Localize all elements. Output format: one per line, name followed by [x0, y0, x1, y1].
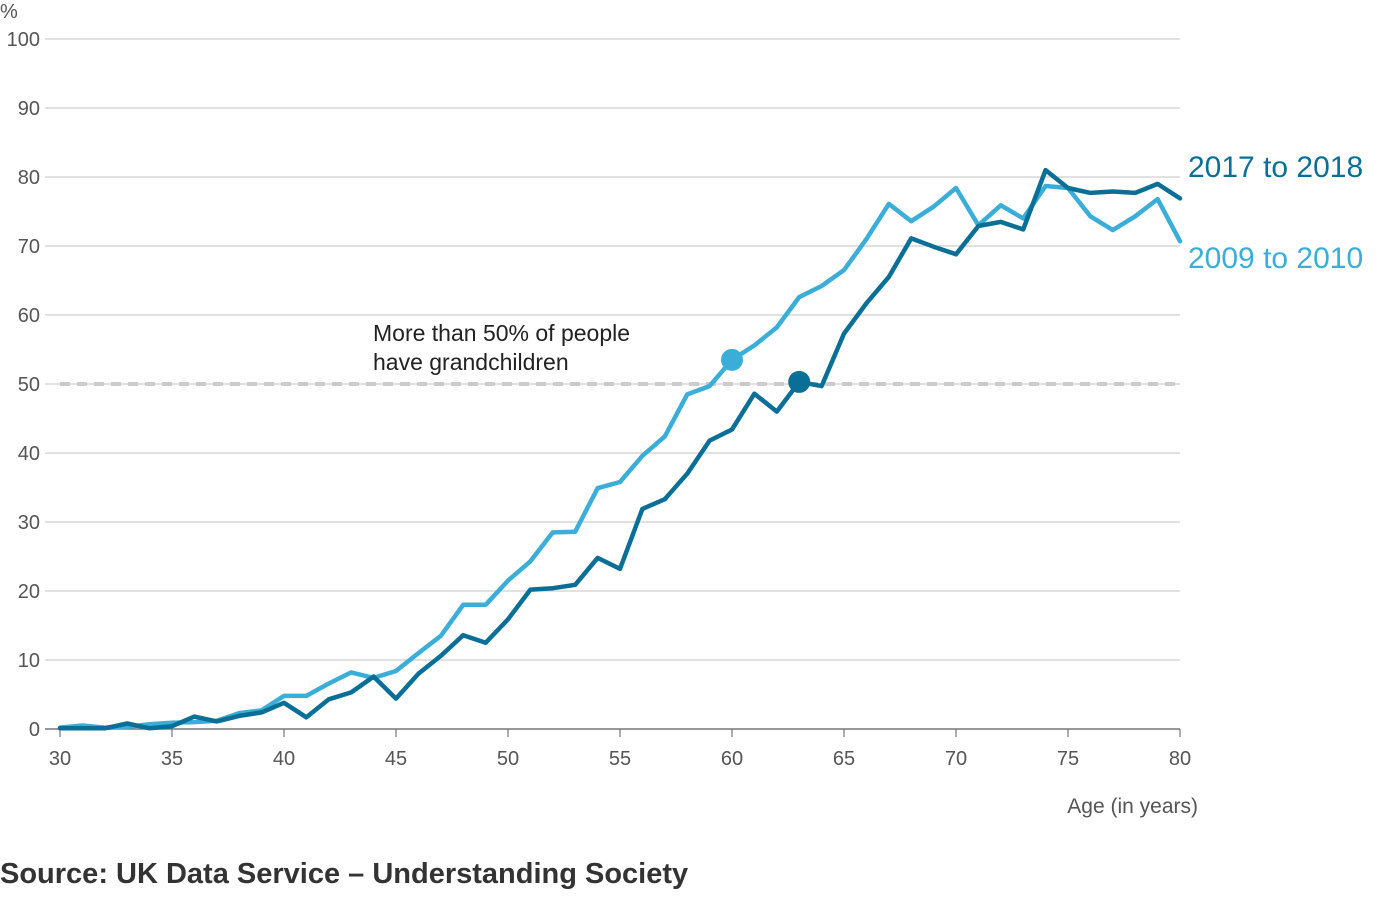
series-label-2009-to-2010: 2009 to 2010: [1188, 242, 1363, 275]
series-lines: [57, 167, 1183, 731]
chart: 0 10 20 30 40 50 60 70 80 90 100 30 35 40 45 50 55 60 65 7…: [0, 1, 1363, 818]
x-tick-label-55: 55: [609, 748, 631, 770]
x-tick-label-45: 45: [385, 748, 407, 770]
x-tick-label-70: 70: [945, 748, 967, 770]
series-label-2017-to-2018: 2017 to 2018: [1188, 151, 1363, 184]
highlight-points: [721, 348, 811, 393]
y-tick-label-50: 50: [18, 374, 40, 396]
series-line-2017-to-2018: [57, 167, 1183, 731]
annotation-line-1: More than 50% of people: [373, 320, 630, 346]
x-tick-label-75: 75: [1057, 748, 1079, 770]
x-tick-label-60: 60: [721, 748, 743, 770]
y-tick-label-20: 20: [18, 581, 40, 603]
annotation-line-2: have grandchildren: [373, 349, 569, 375]
x-axis: 30 35 40 45 50 55 60 65 70 75 80: [49, 729, 1191, 770]
y-axis: 0 10 20 30 40 50 60 70 80 90 100: [7, 29, 40, 741]
y-tick-label-100: 100: [7, 29, 40, 51]
x-tick-label-35: 35: [161, 748, 183, 770]
y-tick-label-30: 30: [18, 512, 40, 534]
y-tick-label-40: 40: [18, 443, 40, 465]
x-tick-label-65: 65: [833, 748, 855, 770]
y-tick-label-10: 10: [18, 650, 40, 672]
y-tick-label-80: 80: [18, 167, 40, 189]
x-tick-label-30: 30: [49, 748, 71, 770]
highlight-point-2017-to-2018: [788, 370, 811, 393]
y-tick-label-70: 70: [18, 236, 40, 258]
y-axis-unit: %: [0, 1, 18, 23]
x-tick-label-40: 40: [273, 748, 295, 770]
x-tick-label-80: 80: [1169, 748, 1191, 770]
source-note: Source: UK Data Service – Understanding …: [0, 858, 689, 890]
x-axis-label: Age (in years): [1067, 795, 1198, 818]
y-tick-label-0: 0: [29, 719, 40, 741]
highlight-point-2009-to-2010: [721, 348, 743, 371]
series-line-2009-to-2010: [57, 183, 1183, 730]
y-tick-label-90: 90: [18, 98, 40, 120]
y-tick-label-60: 60: [18, 305, 40, 327]
x-tick-label-50: 50: [497, 748, 519, 770]
